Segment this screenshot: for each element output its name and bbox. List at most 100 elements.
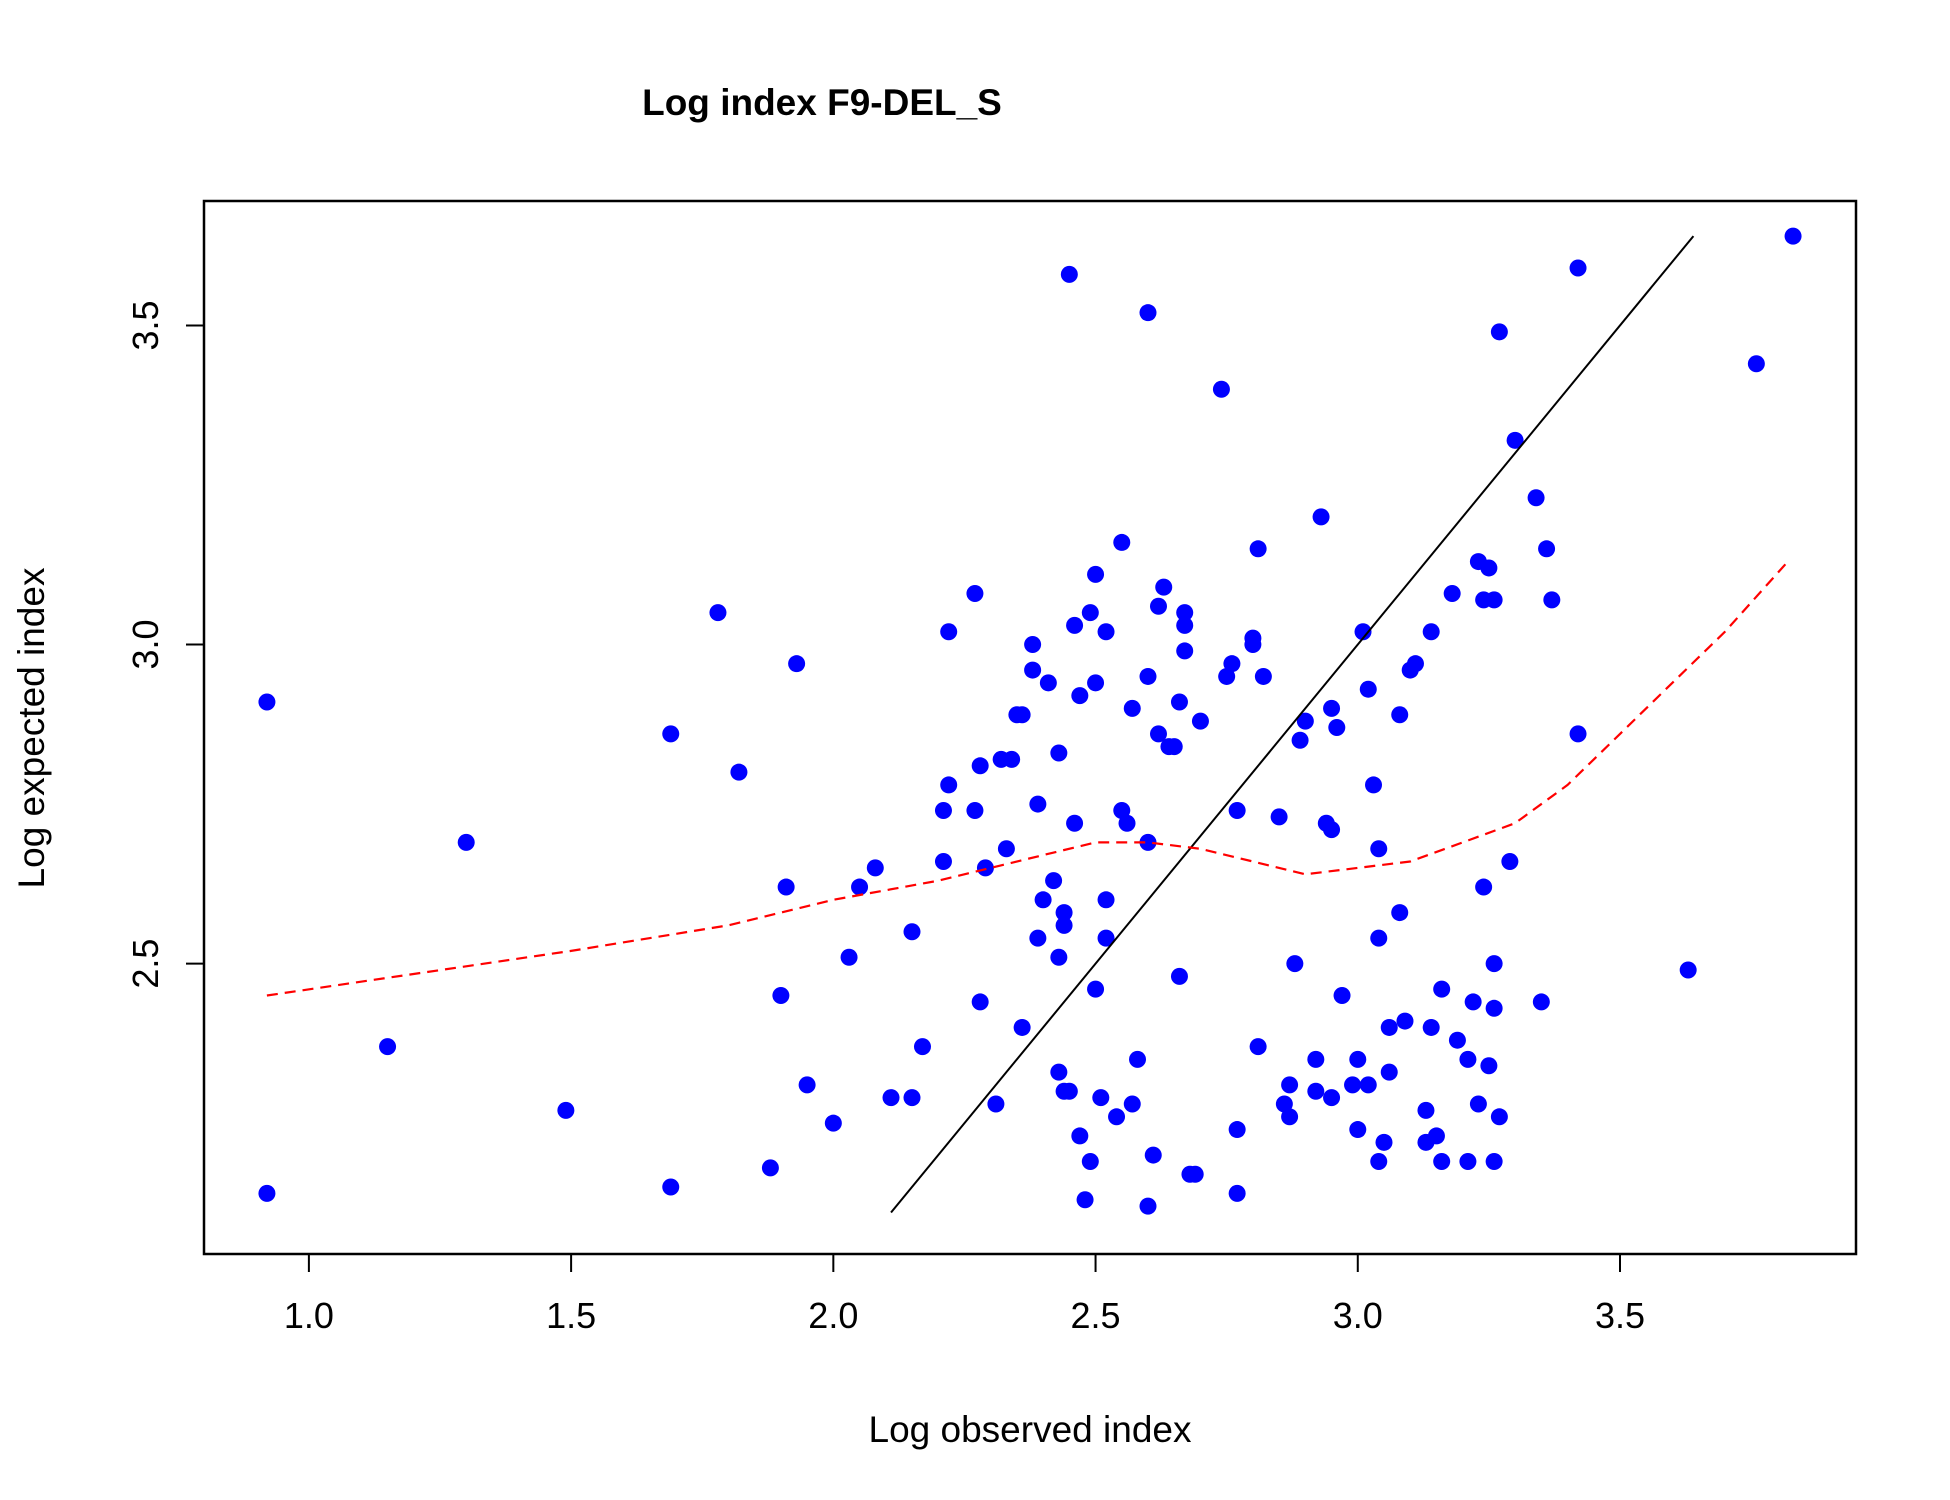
plot-area xyxy=(258,227,1802,1215)
y-axis-label: Log expected index xyxy=(11,567,52,888)
data-point xyxy=(1118,814,1136,832)
data-point xyxy=(1155,578,1173,596)
data-point xyxy=(997,840,1015,858)
data-point xyxy=(1139,667,1157,685)
data-point xyxy=(1097,929,1115,947)
data-point xyxy=(1443,584,1461,602)
data-point xyxy=(1191,712,1209,730)
data-point xyxy=(1485,955,1503,973)
data-point xyxy=(1149,597,1167,615)
data-point xyxy=(1365,776,1383,794)
data-point xyxy=(1747,355,1765,373)
data-point xyxy=(1527,489,1545,507)
data-point xyxy=(1170,693,1188,711)
data-point xyxy=(1071,1127,1089,1145)
data-point xyxy=(1417,1101,1435,1119)
data-point xyxy=(1323,1089,1341,1107)
data-point xyxy=(1223,655,1241,673)
data-point xyxy=(1784,227,1802,245)
data-point xyxy=(1212,380,1230,398)
data-point xyxy=(1244,629,1262,647)
data-point xyxy=(1422,623,1440,641)
data-point xyxy=(1433,1152,1451,1170)
data-point xyxy=(1218,667,1236,685)
data-point xyxy=(1149,725,1167,743)
data-point xyxy=(1045,872,1063,890)
data-point xyxy=(1475,878,1493,896)
data-point xyxy=(1123,699,1141,717)
data-point xyxy=(1538,540,1556,558)
data-point xyxy=(1307,1050,1325,1068)
x-tick-label: 3.5 xyxy=(1595,1295,1645,1336)
data-point xyxy=(1013,1018,1031,1036)
data-point xyxy=(1092,1089,1110,1107)
data-point xyxy=(662,1178,680,1196)
data-point xyxy=(1359,1076,1377,1094)
y-axis: 2.5 3.0 3.5 xyxy=(125,300,205,989)
smooth-trend-line xyxy=(266,560,1789,997)
data-point xyxy=(1281,1108,1299,1126)
data-point xyxy=(1186,1165,1204,1183)
data-point xyxy=(1406,655,1424,673)
data-point xyxy=(1249,1038,1267,1056)
x-tick-label: 2.0 xyxy=(808,1295,858,1336)
data-point xyxy=(1176,616,1194,634)
data-point xyxy=(851,878,869,896)
data-point xyxy=(1087,565,1105,583)
data-point xyxy=(1448,1031,1466,1049)
data-point xyxy=(1144,1146,1162,1164)
data-point xyxy=(1228,801,1246,819)
y-tick-label: 3.0 xyxy=(125,620,166,670)
data-point xyxy=(1024,661,1042,679)
data-point xyxy=(1485,591,1503,609)
data-point xyxy=(761,1159,779,1177)
data-point xyxy=(1480,559,1498,577)
data-point xyxy=(1490,1108,1508,1126)
data-point xyxy=(1543,591,1561,609)
data-point xyxy=(379,1038,397,1056)
data-point xyxy=(1469,1095,1487,1113)
data-point xyxy=(1391,904,1409,922)
data-point xyxy=(1286,955,1304,973)
data-point xyxy=(1108,1108,1126,1126)
data-point xyxy=(913,1038,931,1056)
data-point xyxy=(1029,795,1047,813)
data-point xyxy=(1281,1076,1299,1094)
data-point xyxy=(1354,623,1372,641)
data-point xyxy=(1569,725,1587,743)
data-point xyxy=(788,655,806,673)
data-point xyxy=(1097,623,1115,641)
data-point xyxy=(1679,961,1697,979)
data-point xyxy=(1139,833,1157,851)
data-point xyxy=(1087,674,1105,692)
data-point xyxy=(1123,1095,1141,1113)
data-point xyxy=(1485,999,1503,1017)
data-point xyxy=(1291,731,1309,749)
data-point xyxy=(1275,1095,1293,1113)
data-point xyxy=(1055,916,1073,934)
data-point xyxy=(1176,604,1194,622)
x-axis: 1.0 1.5 2.0 2.5 3.0 3.5 xyxy=(284,1253,1645,1336)
data-point xyxy=(1087,980,1105,998)
data-point xyxy=(662,725,680,743)
data-point xyxy=(1380,1018,1398,1036)
x-tick-label: 2.5 xyxy=(1071,1295,1121,1336)
data-point xyxy=(557,1101,575,1119)
data-point xyxy=(1034,891,1052,909)
data-point xyxy=(966,584,984,602)
data-point xyxy=(1485,1152,1503,1170)
data-point xyxy=(1050,948,1068,966)
data-point xyxy=(772,987,790,1005)
data-point xyxy=(1328,719,1346,736)
data-point xyxy=(903,1089,921,1107)
data-point xyxy=(1176,642,1194,660)
data-point xyxy=(1307,1082,1325,1100)
data-point xyxy=(1113,533,1131,551)
data-point xyxy=(1459,1050,1477,1068)
data-point xyxy=(777,878,795,896)
data-point xyxy=(1296,712,1314,730)
data-point xyxy=(1066,616,1084,634)
data-point xyxy=(1312,508,1330,526)
y-tick-label: 2.5 xyxy=(125,939,166,989)
data-point xyxy=(1076,1191,1094,1209)
